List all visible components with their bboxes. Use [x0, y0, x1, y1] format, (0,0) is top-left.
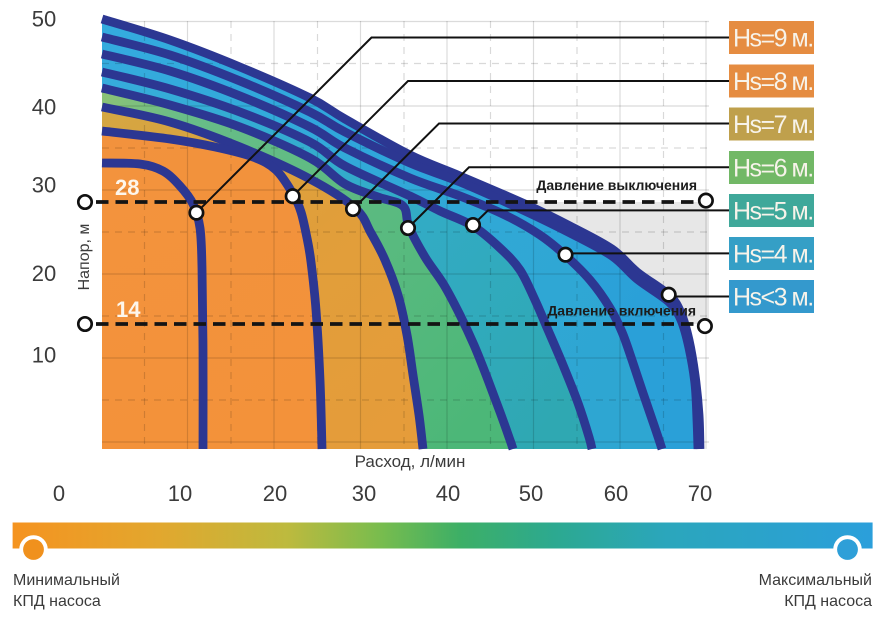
svg-text:30: 30 — [352, 481, 376, 506]
svg-text:10: 10 — [168, 481, 192, 506]
svg-text:20: 20 — [32, 261, 56, 286]
svg-text:50: 50 — [519, 481, 543, 506]
svg-text:Hs=7 м.: Hs=7 м. — [733, 111, 813, 139]
svg-text:Минимальный: Минимальный — [13, 572, 120, 589]
svg-text:Hs=4 м.: Hs=4 м. — [733, 240, 813, 268]
svg-text:30: 30 — [32, 173, 56, 198]
svg-text:50: 50 — [32, 7, 56, 32]
svg-text:70: 70 — [688, 481, 712, 506]
svg-text:Hs=5 м.: Hs=5 м. — [733, 197, 813, 225]
svg-text:Напор, м: Напор, м — [76, 224, 93, 291]
svg-text:Давление выключения: Давление выключения — [536, 177, 697, 193]
svg-text:10: 10 — [32, 343, 56, 368]
svg-text:Максимальный: Максимальный — [759, 572, 872, 589]
svg-text:Давление включения: Давление включения — [547, 303, 696, 319]
svg-text:Hs=8 м.: Hs=8 м. — [733, 68, 813, 96]
svg-text:Hs=6 м.: Hs=6 м. — [733, 154, 813, 182]
svg-text:28: 28 — [115, 175, 139, 200]
svg-text:КПД насоса: КПД насоса — [13, 593, 101, 610]
svg-text:60: 60 — [604, 481, 628, 506]
svg-text:40: 40 — [32, 95, 56, 120]
svg-text:40: 40 — [436, 481, 460, 506]
svg-text:Расход, л/мин: Расход, л/мин — [355, 452, 466, 471]
svg-text:0: 0 — [53, 481, 65, 506]
svg-text:Hs<3 м.: Hs<3 м. — [733, 283, 813, 311]
svg-text:14: 14 — [116, 297, 141, 322]
svg-text:20: 20 — [263, 481, 287, 506]
svg-text:Hs=9 м.: Hs=9 м. — [733, 24, 813, 52]
svg-text:КПД насоса: КПД насоса — [784, 593, 872, 610]
